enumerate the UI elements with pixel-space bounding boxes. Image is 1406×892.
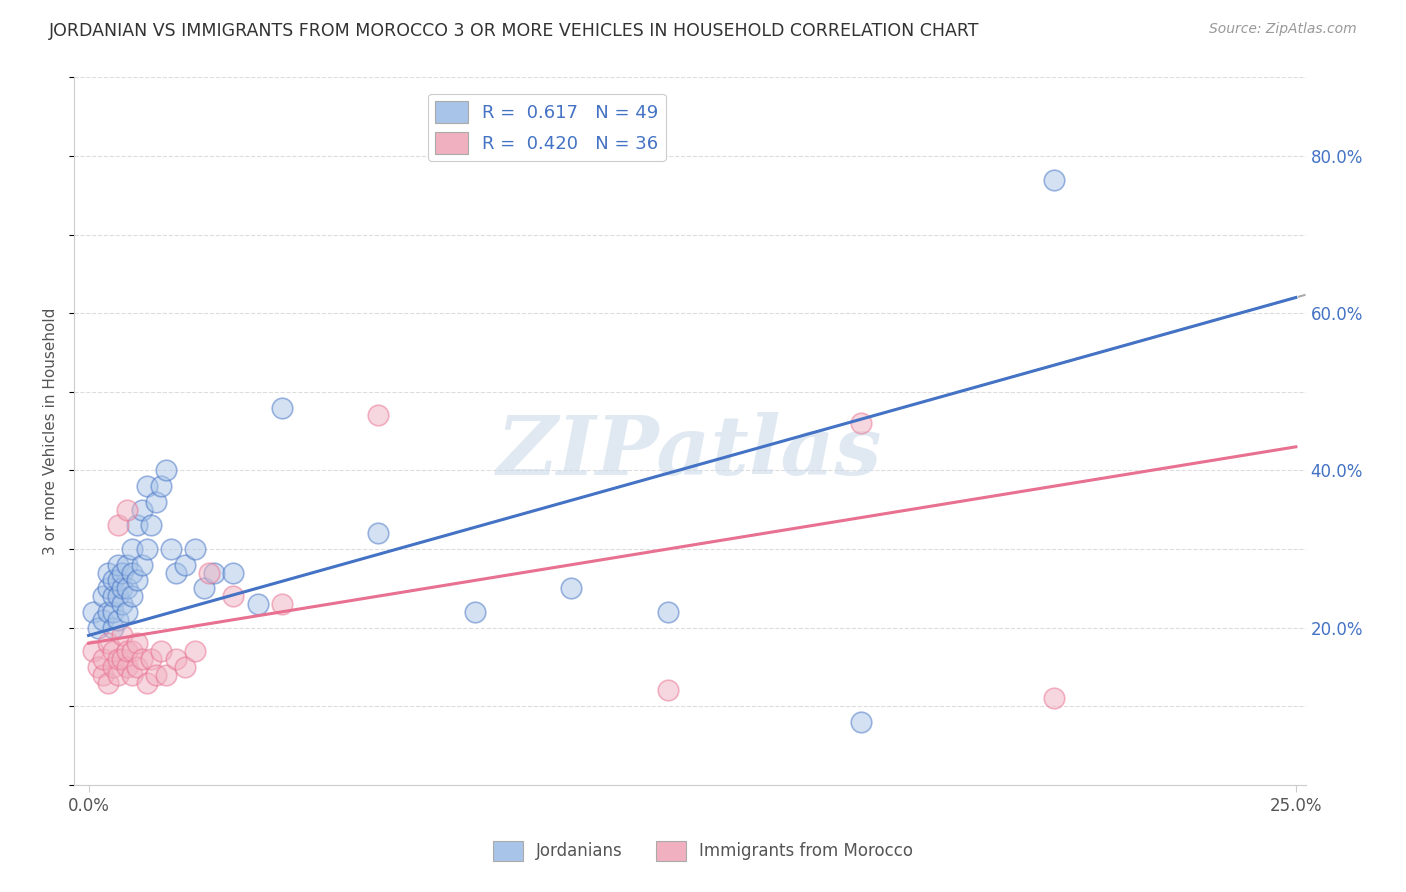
Point: [657, 605, 679, 619]
Point: [101, 621, 124, 635]
Legend: R =  0.617   N = 49, R =  0.420   N = 36: R = 0.617 N = 49, R = 0.420 N = 36: [427, 94, 665, 161]
Y-axis label: 3 or more Vehicles in Household: 3 or more Vehicles in Household: [44, 308, 58, 555]
Point: [121, 541, 143, 556]
Point: [97, 636, 120, 650]
Point: [135, 541, 157, 556]
Point: [657, 683, 679, 698]
Point: [145, 495, 167, 509]
Point: [97, 566, 120, 580]
Point: [159, 541, 181, 556]
Point: [121, 644, 143, 658]
Point: [367, 409, 389, 423]
Point: [111, 628, 134, 642]
Point: [107, 667, 129, 681]
Point: [101, 644, 124, 658]
Legend: Jordanians, Immigrants from Morocco: Jordanians, Immigrants from Morocco: [486, 834, 920, 868]
Point: [125, 574, 148, 588]
Point: [246, 597, 269, 611]
Point: [464, 605, 486, 619]
Point: [193, 582, 215, 596]
Point: [101, 574, 124, 588]
Point: [198, 566, 221, 580]
Point: [165, 566, 187, 580]
Point: [202, 566, 225, 580]
Point: [270, 597, 292, 611]
Point: [155, 667, 177, 681]
Point: [131, 502, 153, 516]
Point: [115, 660, 138, 674]
Point: [851, 416, 873, 430]
Point: [270, 401, 292, 415]
Point: [131, 558, 153, 572]
Point: [97, 675, 120, 690]
Text: ZIPatlas: ZIPatlas: [498, 412, 883, 492]
Point: [131, 652, 153, 666]
Point: [184, 644, 207, 658]
Point: [145, 667, 167, 681]
Point: [155, 463, 177, 477]
Point: [184, 541, 207, 556]
Point: [150, 644, 173, 658]
Point: [121, 667, 143, 681]
Point: [165, 652, 187, 666]
Point: [125, 518, 148, 533]
Point: [222, 566, 245, 580]
Point: [91, 667, 114, 681]
Text: JORDANIAN VS IMMIGRANTS FROM MOROCCO 3 OR MORE VEHICLES IN HOUSEHOLD CORRELATION: JORDANIAN VS IMMIGRANTS FROM MOROCCO 3 O…: [49, 22, 980, 40]
Point: [97, 582, 120, 596]
Point: [174, 558, 197, 572]
Point: [111, 597, 134, 611]
Point: [560, 582, 582, 596]
Point: [115, 558, 138, 572]
Point: [141, 652, 163, 666]
Point: [111, 582, 134, 596]
Point: [101, 660, 124, 674]
Point: [91, 589, 114, 603]
Point: [1043, 172, 1066, 186]
Point: [87, 621, 110, 635]
Point: [367, 526, 389, 541]
Point: [115, 582, 138, 596]
Point: [174, 660, 197, 674]
Point: [150, 479, 173, 493]
Point: [115, 605, 138, 619]
Point: [107, 613, 129, 627]
Point: [101, 605, 124, 619]
Point: [125, 660, 148, 674]
Point: [107, 652, 129, 666]
Point: [91, 652, 114, 666]
Point: [222, 589, 245, 603]
Point: [107, 574, 129, 588]
Point: [111, 566, 134, 580]
Point: [135, 479, 157, 493]
Point: [107, 518, 129, 533]
Point: [87, 660, 110, 674]
Point: [125, 636, 148, 650]
Point: [141, 518, 163, 533]
Point: [101, 589, 124, 603]
Text: Source: ZipAtlas.com: Source: ZipAtlas.com: [1209, 22, 1357, 37]
Point: [115, 644, 138, 658]
Point: [135, 675, 157, 690]
Point: [107, 589, 129, 603]
Point: [1043, 691, 1066, 706]
Point: [121, 566, 143, 580]
Point: [121, 589, 143, 603]
Point: [115, 502, 138, 516]
Point: [91, 613, 114, 627]
Point: [107, 558, 129, 572]
Point: [97, 605, 120, 619]
Point: [111, 652, 134, 666]
Point: [851, 714, 873, 729]
Point: [82, 605, 104, 619]
Point: [82, 644, 104, 658]
